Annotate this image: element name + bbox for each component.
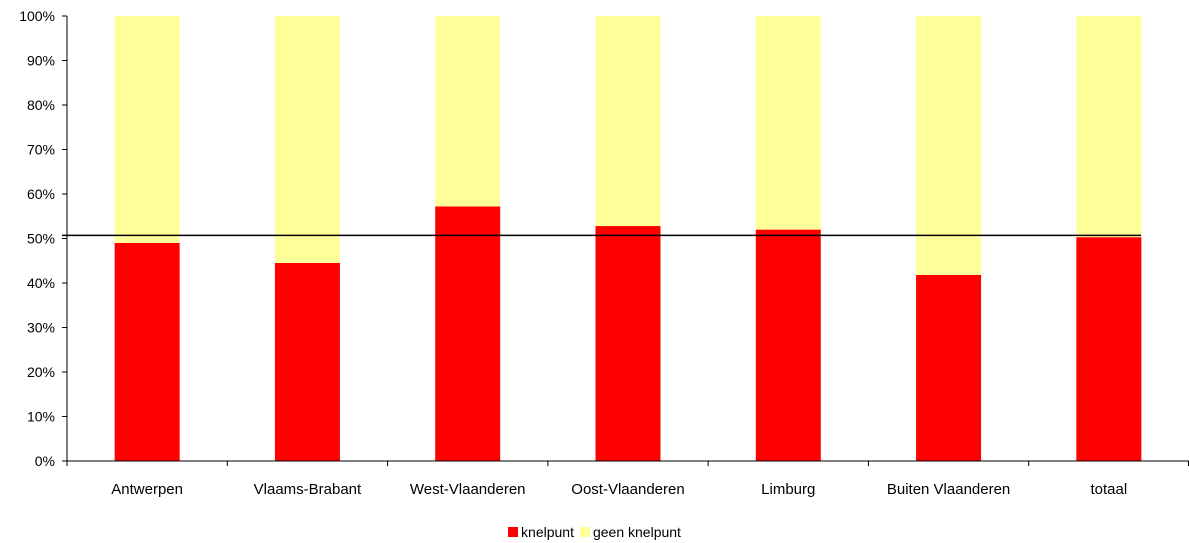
legend-swatch-geen-knelpunt [579, 527, 590, 537]
bar-geen-knelpunt [114, 16, 180, 243]
bar-knelpunt [435, 206, 501, 461]
x-tick-label: West-Vlaanderen [410, 481, 526, 498]
x-tick-label: Limburg [761, 481, 815, 498]
y-tick-label: 10% [27, 409, 55, 425]
y-tick-label: 20% [27, 364, 55, 380]
x-tick-label: Buiten Vlaanderen [887, 481, 1010, 498]
x-axis: Antwerpen Vlaams-Brabant West-Vlaanderen Oo… [66, 460, 1189, 498]
bar-geen-knelpunt [274, 16, 340, 263]
y-tick-label: 30% [27, 320, 55, 336]
bar-knelpunt [1076, 237, 1142, 461]
y-tick-label: 90% [27, 53, 55, 69]
bar-knelpunt [595, 226, 661, 461]
bar-geen-knelpunt [1076, 16, 1142, 238]
y-tick-label: 0% [35, 453, 55, 469]
x-tick-label: totaal [1091, 481, 1128, 498]
x-tick-label: Oost-Vlaanderen [571, 481, 684, 498]
bar-knelpunt [274, 262, 340, 461]
y-axis: 0% 10% 20% 30% 40% 50% 60% 70% 80% 90% 100% [19, 8, 68, 469]
legend-label-knelpunt: knelpunt [521, 524, 574, 540]
legend-label-geen-knelpunt: geen knelpunt [592, 524, 681, 540]
x-tick-label: Vlaams-Brabant [254, 481, 362, 498]
y-tick-label: 70% [27, 142, 55, 158]
legend-item-knelpunt: knelpunt [508, 524, 574, 540]
legend: knelpunt geen knelpunt [0, 524, 1189, 540]
bar-knelpunt [114, 242, 180, 461]
legend-item-geen-knelpunt: geen knelpunt [579, 524, 681, 540]
y-tick-label: 60% [27, 186, 55, 202]
bar-geen-knelpunt [595, 16, 661, 227]
bar-group [114, 16, 1142, 461]
y-tick-label: 40% [27, 275, 55, 291]
x-tick-label: Antwerpen [111, 481, 183, 498]
bar-geen-knelpunt [916, 16, 982, 275]
bar-knelpunt [916, 274, 982, 461]
y-tick-label: 100% [19, 8, 55, 24]
bar-geen-knelpunt [435, 16, 501, 207]
legend-swatch-knelpunt [508, 527, 519, 537]
bar-knelpunt [755, 229, 821, 461]
bar-geen-knelpunt [755, 16, 821, 230]
y-tick-label: 50% [27, 231, 55, 247]
y-tick-label: 80% [27, 97, 55, 113]
